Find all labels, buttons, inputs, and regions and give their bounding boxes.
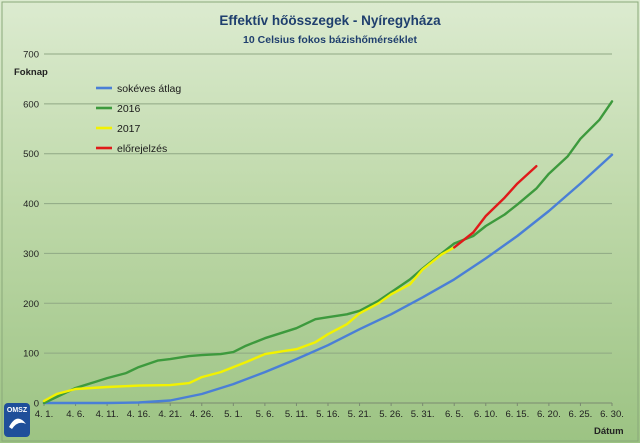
x-tick-label: 4. 16. — [127, 409, 151, 420]
y-tick-label: 300 — [23, 249, 39, 260]
series-line-2016 — [42, 100, 614, 405]
omsz-logo: OMSZ — [4, 403, 30, 437]
x-tick-label: 4. 26. — [190, 409, 214, 420]
x-tick-label: 5. 26. — [379, 409, 403, 420]
chart-title: Effektív hőösszegek - Nyíregyháza — [219, 13, 441, 28]
x-tick-label: 5. 31. — [411, 409, 435, 420]
x-tick-label: 6. 5. — [445, 409, 464, 420]
legend: sokéves átlag 2016 2017 előrejelzés — [96, 83, 181, 155]
series-line-2017 — [42, 246, 456, 403]
x-tick-label: 5. 11. — [285, 409, 308, 420]
series-line-el-rejelz-s — [453, 164, 538, 249]
x-tick-label: 4. 6. — [66, 409, 85, 420]
x-tick-labels: 4. 1. 4. 6. 4. 11. 4. 16. 4. 21. 4. 26. 5. 1. 5… — [35, 409, 624, 420]
x-tick-label: 6. 20. — [537, 409, 561, 420]
x-tick-label: 6. 15. — [505, 409, 529, 420]
x-tick-label: 4. 11. — [96, 409, 119, 420]
x-tick-label: 6. 30. — [600, 409, 624, 420]
series-lines — [42, 100, 614, 405]
logo-wave-icon — [9, 418, 26, 429]
y-tick-label: 500 — [23, 149, 39, 160]
legend-label: sokéves átlag — [117, 83, 181, 95]
y-tick-label: 0 — [34, 399, 39, 410]
x-axis-label: Dátum — [594, 426, 624, 437]
y-tick-label: 100 — [23, 349, 39, 360]
y-tick-labels: 0 100 200 300 400 500 600 700 — [23, 50, 39, 410]
x-tick-label: 5. 21. — [348, 409, 372, 420]
x-tick-label: 4. 21. — [158, 409, 182, 420]
logo-text: OMSZ — [7, 407, 28, 414]
x-tick-label: 6. 10. — [474, 409, 498, 420]
y-tick-label: 200 — [23, 299, 39, 310]
legend-label: 2017 — [117, 123, 141, 135]
x-tick-label: 5. 16. — [316, 409, 340, 420]
chart-subtitle: 10 Celsius fokos bázishőmérséklet — [243, 34, 417, 46]
y-tick-label: 600 — [23, 99, 39, 110]
legend-label: előrejelzés — [117, 143, 167, 155]
y-tick-label: 700 — [23, 50, 39, 61]
legend-label: 2016 — [117, 103, 141, 115]
y-axis-label: Foknap — [14, 67, 48, 78]
x-tick-label: 6. 25. — [569, 409, 593, 420]
y-tick-label: 400 — [23, 199, 39, 210]
x-tick-label: 4. 1. — [35, 409, 54, 420]
x-tick-label: 5. 6. — [256, 409, 275, 420]
x-tick-label: 5. 1. — [224, 409, 243, 420]
series-line-sok-ves-tlag — [42, 153, 614, 405]
